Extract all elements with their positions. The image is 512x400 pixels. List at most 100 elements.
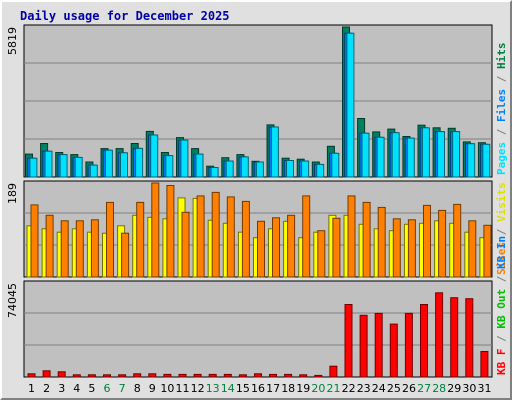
x-tick-label: 13 xyxy=(206,382,220,395)
x-tick-label: 26 xyxy=(402,382,416,395)
x-tick-label: 19 xyxy=(296,382,310,395)
bar-sites xyxy=(423,204,431,278)
x-tick-label: 21 xyxy=(327,382,341,395)
bar-kb-f xyxy=(103,374,111,378)
bar-pages xyxy=(89,164,98,178)
bar-sites xyxy=(468,220,477,278)
bar-kb-f xyxy=(163,373,172,378)
bar-pages xyxy=(29,157,38,178)
x-tick-label: 12 xyxy=(191,382,205,395)
bar-kb-f xyxy=(238,374,247,378)
bar-kb-f xyxy=(480,351,489,378)
bar-sites xyxy=(241,200,250,278)
bar-kb-f xyxy=(223,373,232,378)
x-tick-label: 18 xyxy=(281,382,295,395)
bar-pages xyxy=(150,134,159,178)
legend-separator: / xyxy=(495,75,508,89)
legend-item: Files xyxy=(495,89,508,129)
bar-kb-f xyxy=(389,323,398,378)
x-tick-label: 5 xyxy=(88,382,95,395)
bar-sites xyxy=(90,219,99,278)
bar-kb-f xyxy=(27,373,36,378)
x-tick-label: 9 xyxy=(149,382,156,395)
x-tick-label: 31 xyxy=(478,382,492,395)
legend-separator: / xyxy=(495,335,508,349)
bar-pages xyxy=(180,139,189,178)
legend-item: Sites xyxy=(495,242,508,275)
bar-kb-f xyxy=(269,373,277,378)
x-tick-label: 3 xyxy=(58,382,65,395)
x-tick-label: 8 xyxy=(134,382,141,395)
bar-kb-f xyxy=(420,304,428,378)
max-value-label: 189 xyxy=(6,183,19,204)
bar-sites xyxy=(151,182,160,278)
bar-pages xyxy=(120,152,128,178)
x-tick-label: 28 xyxy=(432,382,446,395)
x-tick-label: 1 xyxy=(28,382,35,395)
x-tick-label: 23 xyxy=(357,382,371,395)
bar-sites xyxy=(181,211,190,278)
bar-kb-f xyxy=(450,297,459,378)
bar-sites xyxy=(347,195,356,278)
bar-sites xyxy=(136,201,145,278)
x-tick-label: 7 xyxy=(119,382,126,395)
bar-kb-f xyxy=(87,374,96,378)
bar-sites xyxy=(226,196,235,278)
bar-kb-f xyxy=(344,304,353,378)
bar-pages xyxy=(44,150,53,178)
bar-sites xyxy=(30,204,39,278)
bar-kb-f xyxy=(329,365,338,378)
x-tick-label: 20 xyxy=(311,382,325,395)
x-tick-label: 17 xyxy=(266,382,280,395)
bar-sites xyxy=(362,201,371,278)
bar-pages xyxy=(195,153,204,178)
legend-item: KB In xyxy=(495,236,508,276)
bar-sites xyxy=(483,224,492,278)
bar-sites xyxy=(438,209,447,278)
bar-kb-f xyxy=(359,314,368,378)
bar-sites xyxy=(45,214,54,278)
bar-kb-f xyxy=(57,371,66,378)
bar-pages xyxy=(255,161,264,178)
bar-sites xyxy=(166,185,175,278)
legend-item: KB Out xyxy=(495,289,508,335)
legend-bottom: KB F / KB Out / KB In xyxy=(495,236,508,375)
bar-pages xyxy=(452,131,461,178)
chart-title: Daily usage for December 2025 xyxy=(20,9,230,23)
bar-sites xyxy=(317,230,326,278)
bar-pages xyxy=(59,154,68,178)
bar-kb-f xyxy=(284,373,293,378)
x-tick-label: 15 xyxy=(236,382,250,395)
plot-area-bottom xyxy=(23,280,493,378)
bar-kb-f xyxy=(178,373,187,378)
bar-sites xyxy=(121,232,130,278)
legend-separator: / xyxy=(495,128,508,142)
bar-pages xyxy=(104,149,113,178)
x-tick-label: 30 xyxy=(462,382,476,395)
max-value-label: 74045 xyxy=(6,283,19,318)
bar-pages xyxy=(331,152,340,178)
bar-sites xyxy=(211,191,220,278)
bar-sites xyxy=(75,220,84,278)
legend-item: Visits xyxy=(495,182,508,228)
bar-sites xyxy=(453,203,462,278)
bar-kb-f xyxy=(42,370,51,378)
bar-kb-f xyxy=(435,292,444,378)
bar-pages xyxy=(286,160,294,178)
bar-pages xyxy=(391,132,400,178)
bar-sites xyxy=(392,218,401,278)
legend-separator: / xyxy=(495,228,508,242)
bar-sites xyxy=(302,195,311,278)
bar-pages xyxy=(316,163,325,178)
bar-pages xyxy=(135,147,144,178)
bar-kb-f xyxy=(208,373,217,378)
x-tick-label: 10 xyxy=(160,382,174,395)
legend-item: Hits xyxy=(495,43,508,76)
x-tick-label: 29 xyxy=(447,382,461,395)
bar-sites xyxy=(196,195,205,278)
bar-sites xyxy=(106,201,114,278)
bar-sites xyxy=(257,220,265,278)
x-tick-label: 11 xyxy=(176,382,190,395)
bar-kb-f xyxy=(133,373,142,378)
